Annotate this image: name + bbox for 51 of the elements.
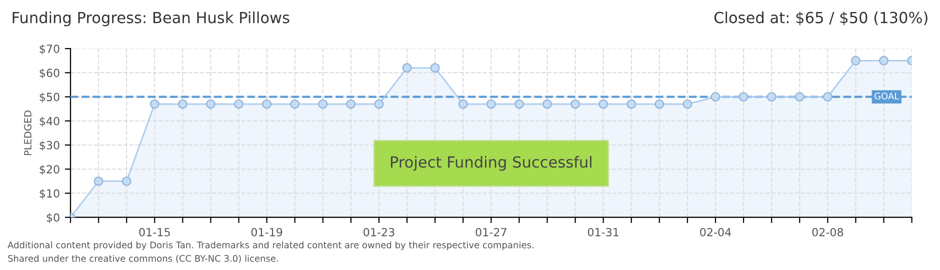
point	[850, 56, 860, 66]
x-tick-label: 01-15	[139, 228, 170, 236]
point	[626, 99, 636, 109]
point	[234, 99, 244, 109]
x-tick-label: 02-04	[700, 228, 732, 236]
point	[290, 99, 300, 109]
point	[318, 99, 328, 109]
annotation: Project Funding Successful	[390, 156, 592, 171]
y-tick-label: $40	[40, 116, 60, 127]
x-tick-label: 01-19	[251, 228, 282, 236]
point	[570, 99, 580, 109]
chart-subtitle: Closed at: $65 / $50 (130%)	[714, 12, 928, 26]
y-tick-label: $20	[40, 164, 60, 175]
point	[94, 176, 104, 186]
point	[598, 99, 608, 109]
point	[150, 99, 160, 109]
y-tick-label: $0	[46, 213, 60, 224]
y-tick-label: $30	[40, 140, 60, 151]
point	[458, 99, 468, 109]
x-tick-label: 02-08	[812, 228, 844, 236]
point	[738, 92, 748, 102]
point	[822, 92, 832, 102]
point	[654, 99, 664, 109]
point	[879, 56, 888, 66]
point	[346, 99, 356, 109]
point	[430, 63, 440, 73]
point	[710, 92, 720, 102]
point	[682, 99, 692, 109]
point	[794, 92, 804, 102]
point	[206, 99, 216, 109]
ref-line-label: GOAL	[874, 92, 900, 100]
point	[122, 176, 132, 186]
text: Shared under the creative commons (CC BY-NC 3.0) license.	[8, 254, 278, 263]
point	[178, 99, 188, 109]
point	[402, 63, 412, 73]
y-axis-title: PLEDGED	[24, 110, 32, 156]
y-tick-label: $70	[40, 44, 60, 54]
y-tick-label: $60	[40, 68, 60, 79]
x-tick-label: 01-31	[588, 228, 618, 236]
x-tick-label: 01-23	[364, 228, 394, 236]
point	[514, 99, 524, 109]
point	[374, 99, 384, 109]
point	[542, 99, 552, 109]
y-tick-label: $50	[40, 92, 60, 103]
point	[486, 99, 496, 109]
chart-title: Funding Progress: Bean Husk Pillows	[12, 12, 290, 26]
text: Additional content provided by Doris Tan. Trademarks and related content are owned by their respective companies.	[8, 241, 534, 250]
x-tick-label: 01-27	[476, 228, 506, 236]
point	[262, 99, 272, 109]
y-tick-label: $10	[40, 189, 60, 200]
point	[766, 92, 776, 102]
